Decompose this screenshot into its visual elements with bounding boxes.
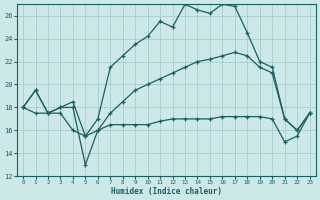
X-axis label: Humidex (Indice chaleur): Humidex (Indice chaleur) (111, 187, 222, 196)
